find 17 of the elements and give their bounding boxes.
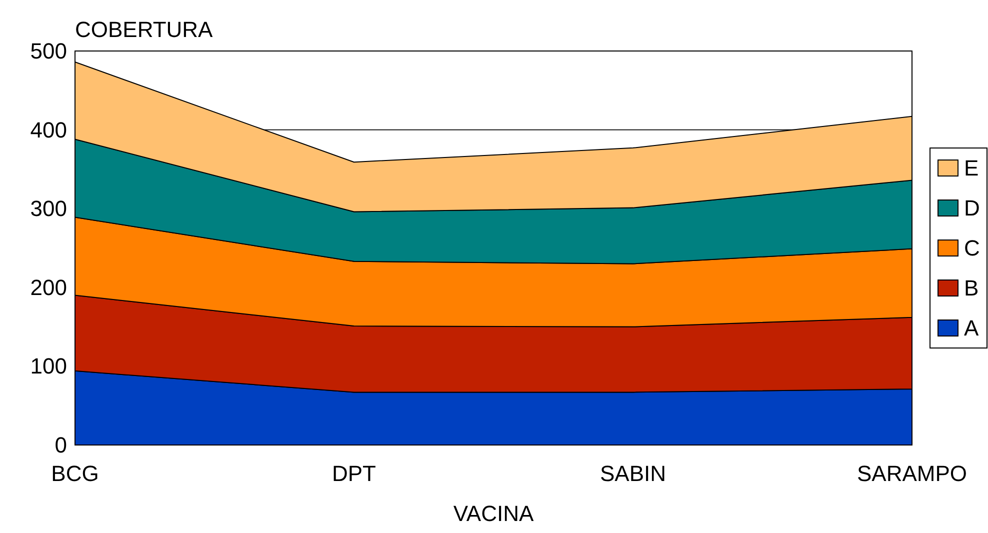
- legend-label: C: [964, 236, 980, 260]
- legend-label: B: [964, 276, 979, 300]
- y-tick-label: 100: [30, 354, 67, 379]
- x-tick-label: BCG: [51, 461, 99, 486]
- x-axis-title: VACINA: [453, 501, 534, 526]
- y-axis-title: COBERTURA: [75, 17, 214, 42]
- y-tick-label: 300: [30, 196, 67, 222]
- y-tick-label: 500: [30, 38, 67, 64]
- y-tick-label: 200: [30, 274, 67, 300]
- x-tick-label: SARAMPO: [856, 461, 968, 486]
- legend-label: D: [964, 196, 980, 220]
- x-tick-label: DPT: [332, 461, 376, 486]
- legend-label: E: [964, 156, 979, 180]
- y-tick-label: 400: [30, 117, 67, 142]
- x-tick-label: SABIN: [600, 461, 666, 486]
- y-tick-label: 0: [54, 432, 67, 458]
- legend-label: A: [964, 316, 979, 340]
